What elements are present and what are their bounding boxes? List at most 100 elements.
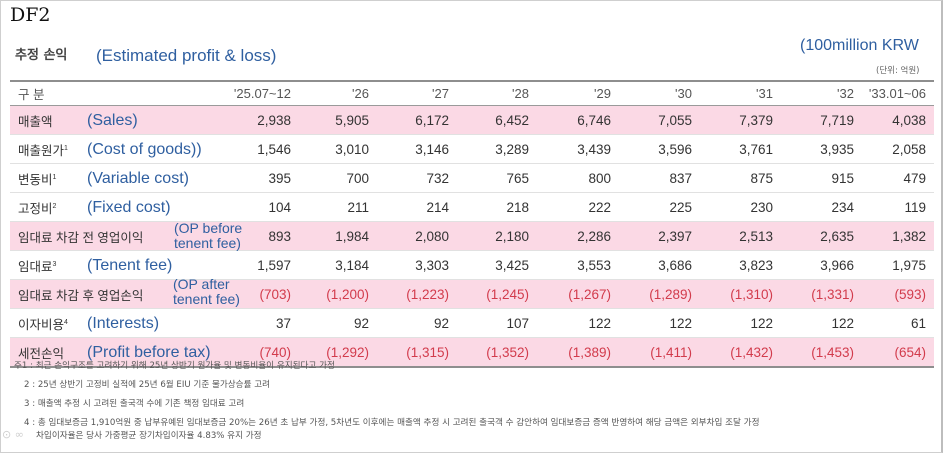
value-cell: 7,719 (781, 105, 862, 135)
value-cell: 104 (212, 192, 299, 222)
value-cell: 732 (377, 163, 457, 193)
table-row: 임대료3 (Tenent fee) 1,597 3,184 3,303 3,425 3,55… (10, 250, 934, 280)
value-cell: 893 (212, 221, 299, 251)
value-cell: 4,038 (862, 105, 934, 135)
value-cell: 3,553 (537, 250, 619, 280)
value-cell: (593) (862, 279, 934, 309)
value-cell: 6,746 (537, 105, 619, 135)
value-cell: 61 (862, 308, 934, 338)
value-cell: (1,411) (619, 337, 700, 368)
value-cell: 7,379 (700, 105, 781, 135)
row-label: 고정비2 (Fixed cost) (10, 192, 212, 222)
footnote-marker: 1 (52, 173, 57, 181)
value-cell: (1,289) (619, 279, 700, 309)
header-period: '29 (537, 80, 619, 106)
row-label-annotation: (Cost of goods)) (87, 141, 202, 158)
row-label-annotation: (Sales) (87, 112, 138, 129)
row-label: 이자비용4 (Interests) (10, 308, 212, 338)
row-label: 매출액 (Sales) (10, 105, 212, 135)
footnote: 2 : 25년 상반기 고정비 실적에 25년 6월 EIU 기준 물가상승률 … (24, 380, 271, 390)
value-cell: 1,597 (212, 250, 299, 280)
value-cell: 122 (537, 308, 619, 338)
footnote: 3 : 매출액 추정 시 고려된 출국객 수에 기존 책정 임대료 고려 (24, 399, 245, 409)
value-cell: 1,382 (862, 221, 934, 251)
row-label-ko: 임대료 차감 전 영업이익 (18, 230, 144, 245)
table-row: 매출원가1 (Cost of goods)) 1,546 3,010 3,146 3,28… (10, 134, 934, 164)
header-period: '28 (457, 80, 537, 106)
value-cell: 230 (700, 192, 781, 222)
value-cell: 3,289 (457, 134, 537, 164)
value-cell: 107 (457, 308, 537, 338)
value-cell: 225 (619, 192, 700, 222)
value-cell: 1,975 (862, 250, 934, 280)
value-cell: 1,546 (212, 134, 299, 164)
table-row: 세전손익 (Profit before tax) (740) (1,292) (1,31… (10, 337, 934, 368)
row-label-annotation: (Variable cost) (87, 170, 189, 187)
value-cell: 2,513 (700, 221, 781, 251)
value-cell: 3,686 (619, 250, 700, 280)
row-label-ko: 고정비 (18, 201, 53, 216)
value-cell: 3,425 (457, 250, 537, 280)
value-cell: 395 (212, 163, 299, 193)
footnote-marker: 1 (64, 144, 68, 152)
value-cell: (1,245) (457, 279, 537, 309)
value-cell: 3,184 (299, 250, 377, 280)
value-cell: (1,432) (700, 337, 781, 368)
table-row: 임대료 차감 후 영업손익 (OP after tenent fee) (703)(… (10, 277, 934, 309)
row-label: 세전손익 (Profit before tax) (10, 337, 212, 368)
value-cell: (1,331) (781, 279, 862, 309)
value-cell: (1,200) (299, 279, 377, 309)
footnote-marker: 2 (52, 202, 57, 210)
value-cell: (1,310) (700, 279, 781, 309)
value-cell: 214 (377, 192, 457, 222)
value-cell: 479 (862, 163, 934, 193)
value-cell: 3,823 (700, 250, 781, 280)
value-cell: 700 (299, 163, 377, 193)
row-label: 임대료 차감 전 영업이익 (OP before tenent fee) (10, 221, 242, 251)
watermark-logo: ⊙ ∞ (2, 428, 24, 441)
table-row: 변동비1 (Variable cost) 395 700 732 765 800 837 875… (10, 163, 934, 193)
section-title: 추정 손익 (15, 48, 68, 63)
value-cell: 2,635 (781, 221, 862, 251)
header-period: '26 (299, 80, 377, 106)
row-label-annotation: (Profit before tax) (87, 344, 211, 361)
value-cell: 2,180 (457, 221, 537, 251)
value-cell: 218 (457, 192, 537, 222)
value-cell: 92 (299, 308, 377, 338)
row-label-annotation: (Interests) (87, 315, 160, 332)
row-label-annotation: (OP before tenent fee) (174, 220, 243, 251)
footnote-marker: 3 (52, 260, 57, 268)
table-row: 매출액 (Sales) 2,938 5,905 6,172 6,452 6,746 7,055… (10, 105, 934, 135)
value-cell: 3,146 (377, 134, 457, 164)
footnote-marker: 4 (64, 318, 68, 326)
row-label-ko: 임대료 차감 후 영업손익 (18, 288, 144, 303)
row-label-annotation: (Fixed cost) (87, 199, 171, 216)
row-label: 임대료 차감 후 영업손익 (OP after tenent fee) (10, 277, 240, 309)
footnote: 차입이자율은 당사 가중평균 장기차입이자율 4.83% 유지 가정 (36, 431, 262, 441)
row-label-ko: 변동비 (18, 172, 53, 187)
row-label: 변동비1 (Variable cost) (10, 163, 212, 193)
row-label: 임대료3 (Tenent fee) (10, 250, 212, 280)
value-cell: (1,267) (537, 279, 619, 309)
value-cell: (654) (862, 337, 934, 368)
value-cell: 3,596 (619, 134, 700, 164)
value-cell: 3,761 (700, 134, 781, 164)
value-cell: 837 (619, 163, 700, 193)
value-cell: 122 (781, 308, 862, 338)
value-cell: 765 (457, 163, 537, 193)
value-cell: (740) (212, 337, 299, 368)
footnotes: 주1 : 최근 손익구조를 고려하기 위해 25년 상반기 원가율 및 변동비율… (14, 357, 760, 446)
profit-loss-table: 구 분 '25.07~12'26'27'28'29'30'31'32'33.01~… (10, 80, 934, 368)
value-cell: 5,905 (299, 105, 377, 135)
value-cell: 3,966 (781, 250, 862, 280)
value-cell: 800 (537, 163, 619, 193)
row-label: 매출원가1 (Cost of goods)) (10, 134, 212, 164)
header-period: '27 (377, 80, 457, 106)
row-label-ko: 매출액 (18, 114, 53, 129)
value-cell: 2,938 (212, 105, 299, 135)
footnote: 4 : 총 임대보증금 1,910억원 중 납부유예된 임대보증금 20%는 2… (24, 418, 760, 428)
value-cell: 3,439 (537, 134, 619, 164)
value-cell: (1,223) (377, 279, 457, 309)
value-cell: (1,389) (537, 337, 619, 368)
